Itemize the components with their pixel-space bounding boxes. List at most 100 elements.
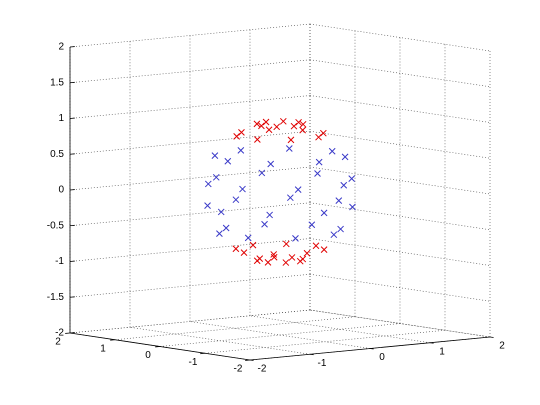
point xyxy=(292,235,299,242)
grid-line xyxy=(309,23,491,52)
x-tick xyxy=(309,353,314,356)
point xyxy=(299,126,307,134)
point xyxy=(244,234,252,242)
point xyxy=(270,253,278,261)
point xyxy=(299,120,307,128)
x-tick xyxy=(489,336,494,338)
grid-line xyxy=(204,329,446,354)
point xyxy=(204,202,211,209)
grid-line xyxy=(69,59,311,84)
grid-line xyxy=(129,326,311,355)
grid-line xyxy=(309,273,491,302)
point xyxy=(258,122,265,130)
point xyxy=(287,136,295,144)
point xyxy=(266,211,274,219)
point xyxy=(232,245,240,253)
x-tick xyxy=(249,359,254,361)
point xyxy=(315,133,322,141)
point xyxy=(253,120,261,128)
z-tick-label: -0.5 xyxy=(47,220,65,231)
grid-line xyxy=(159,323,401,347)
point xyxy=(328,147,336,155)
grid-line xyxy=(309,309,491,338)
x-tick-label: -1 xyxy=(318,358,327,369)
point xyxy=(258,169,266,177)
grid-line xyxy=(69,309,311,334)
point xyxy=(238,129,245,136)
point xyxy=(290,122,298,130)
point xyxy=(314,170,321,177)
point xyxy=(348,175,356,182)
z-tick-label: -1 xyxy=(55,256,64,267)
x-tick-label: 1 xyxy=(439,346,445,357)
x-tick-label: 0 xyxy=(379,352,385,363)
point xyxy=(264,259,272,266)
point xyxy=(320,209,328,217)
grid-line xyxy=(189,321,371,349)
grid-line xyxy=(69,130,311,155)
point xyxy=(240,249,248,257)
y-tick-label: -2 xyxy=(234,364,243,375)
z-tick-label: 2 xyxy=(58,42,64,53)
x-tick xyxy=(429,342,434,344)
point xyxy=(312,242,320,250)
point xyxy=(222,224,230,232)
point xyxy=(232,196,240,204)
point xyxy=(239,185,246,193)
point xyxy=(212,173,220,181)
point xyxy=(285,145,293,152)
point xyxy=(319,129,327,137)
point xyxy=(267,160,275,168)
point xyxy=(262,118,270,126)
point xyxy=(237,147,245,154)
point xyxy=(288,254,296,261)
point xyxy=(294,186,302,193)
point xyxy=(224,157,232,165)
point xyxy=(216,230,223,237)
grid-line xyxy=(69,238,311,262)
point xyxy=(261,220,268,228)
z-tick-label: -2 xyxy=(55,328,64,339)
z-tick-label: 0.5 xyxy=(50,149,64,160)
point xyxy=(335,197,343,205)
y-tick-label: 2 xyxy=(55,337,61,348)
point xyxy=(299,255,307,263)
point xyxy=(217,208,225,216)
grid-line xyxy=(69,23,311,48)
grid-line xyxy=(114,316,356,341)
point xyxy=(320,246,328,253)
grid-line xyxy=(69,95,311,119)
grid-line xyxy=(309,166,491,195)
y-tick-label: 0 xyxy=(145,350,151,361)
y-tick-label: 1 xyxy=(100,343,106,354)
point xyxy=(273,123,281,131)
x-tick xyxy=(369,348,374,350)
point xyxy=(295,118,302,126)
grid-line xyxy=(69,273,311,298)
grid-line xyxy=(249,315,431,344)
point xyxy=(233,133,241,140)
grid-line xyxy=(309,309,491,338)
z-tick-label: 1.5 xyxy=(50,77,64,88)
grid-line xyxy=(309,202,491,231)
grid-line xyxy=(69,166,311,191)
point xyxy=(337,225,344,233)
point xyxy=(286,194,294,202)
point xyxy=(282,259,290,266)
point xyxy=(315,158,323,166)
grid-line xyxy=(309,59,491,88)
point xyxy=(308,221,316,229)
point xyxy=(303,249,311,257)
z-tick-label: 0 xyxy=(58,185,64,196)
y-tick-label: -1 xyxy=(189,357,198,368)
grid-line xyxy=(309,95,491,123)
grid-line xyxy=(69,202,311,227)
point xyxy=(330,231,338,239)
point xyxy=(249,241,257,249)
point xyxy=(211,152,219,159)
point xyxy=(279,117,287,125)
point xyxy=(253,136,261,143)
point xyxy=(253,257,261,265)
grid-line xyxy=(309,238,491,266)
